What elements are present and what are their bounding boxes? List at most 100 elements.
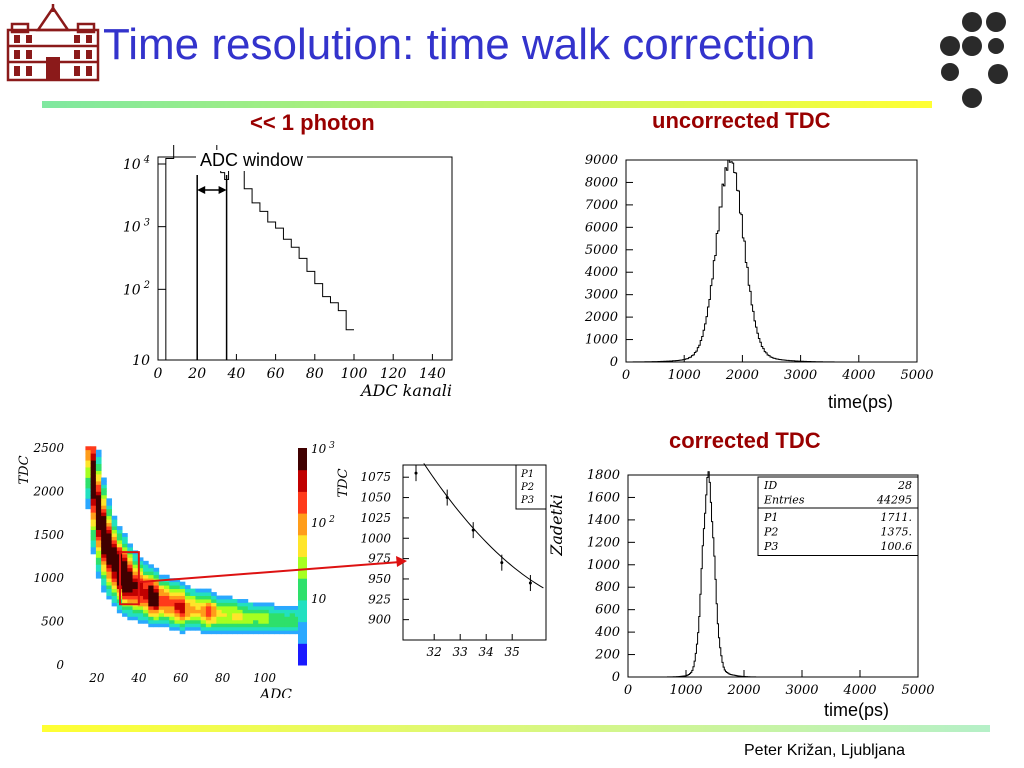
heatmap-cell: [143, 595, 149, 600]
heatmap-cell: [242, 605, 249, 610]
y-tick-label: 2000: [584, 310, 618, 325]
x-tick-label: 2000: [725, 368, 759, 383]
adc-spectrum-chart: 0 20 40 60 80 100 120 140 10 10 2 10 3 10 4 ADC kana…: [123, 145, 453, 400]
heatmap-cell: [122, 585, 128, 590]
heatmap-cell: [179, 599, 186, 603]
heatmap-cell: [95, 550, 102, 555]
heatmap-cell: [205, 623, 212, 628]
heatmap-cell: [289, 616, 296, 621]
heatmap-cell: [179, 595, 186, 600]
y-tick-label: 1400: [587, 513, 620, 528]
y-tick-label: 200: [594, 648, 620, 663]
heatmap-cell: [101, 498, 107, 503]
heatmap-cell: [95, 494, 102, 499]
heatmap-cell: [268, 626, 275, 631]
y-tick-label: 800: [595, 580, 620, 595]
heatmap-cell: [247, 609, 254, 614]
heatmap-cell: [85, 467, 92, 471]
bottom-rule: [42, 725, 990, 732]
heatmap-cell: [164, 574, 170, 579]
heatmap-cell: [127, 571, 133, 576]
heatmap-cell: [148, 595, 154, 600]
heatmap-cell: [242, 599, 249, 603]
heatmap-cell: [106, 550, 113, 555]
heatmap-cell: [111, 543, 118, 548]
y-tick-label: 900: [368, 613, 391, 627]
heatmap-cell: [90, 522, 97, 527]
heatmap-cell: [122, 540, 128, 544]
heatmap-cell: [101, 501, 107, 506]
heatmap-cell: [132, 581, 139, 586]
colorbar-segment: [298, 542, 307, 550]
colorbar-segment: [298, 628, 307, 637]
heatmap-cell: [195, 626, 202, 631]
heatmap-cell: [164, 605, 170, 610]
heatmap-cell: [106, 567, 113, 572]
heatmap-cell: [200, 605, 207, 610]
heatmap-cell: [164, 599, 170, 603]
heatmap-cell: [122, 605, 128, 610]
y-tick-label: 925: [368, 592, 391, 606]
heatmap-cell: [106, 578, 113, 583]
heatmap-cell: [90, 550, 97, 555]
heatmap-cell: [101, 484, 107, 489]
heatmap-cell: [132, 574, 139, 579]
colorbar-segment: [298, 636, 307, 644]
heatmap-cell: [284, 612, 291, 617]
heatmap-cell: [101, 487, 107, 492]
heatmap-cell: [169, 578, 175, 583]
colorbar-segment: [298, 643, 307, 652]
heatmap-cell: [258, 630, 264, 635]
heatmap-cell: [195, 612, 202, 617]
heatmap-cell: [106, 560, 113, 565]
heatmap-cell: [158, 574, 165, 579]
heatmap-cell: [184, 619, 191, 624]
y-tick-label: 1500: [33, 528, 64, 542]
arrow-head-left: [197, 186, 206, 194]
fit-curve: [423, 463, 544, 589]
heatmap-cell: [253, 623, 259, 628]
heatmap-cell: [221, 612, 228, 617]
heatmap-cell: [101, 512, 107, 517]
x-axis-label: ADC kanali: [359, 381, 452, 400]
heatmap-cell: [122, 536, 128, 541]
highlight-box: [119, 551, 140, 606]
colorbar-label: 10 2: [311, 515, 335, 530]
heatmap-cell: [216, 626, 223, 631]
heatmap-cell: [253, 605, 259, 610]
heatmap-cell: [200, 626, 207, 631]
heatmap-cell: [184, 612, 191, 617]
heatmap-cell: [132, 557, 139, 562]
heatmap-cell: [101, 567, 107, 572]
heatmap-cell: [211, 612, 217, 617]
heatmap-cell: [247, 616, 254, 621]
legend-label: P1: [520, 469, 534, 480]
heatmap-cell: [111, 571, 118, 576]
heatmap-cell: [195, 605, 202, 610]
x-tick-label: 0: [154, 366, 163, 382]
stats-value: 1711.: [881, 511, 913, 524]
heatmap-cell: [90, 526, 97, 530]
colorbar-segment: [298, 592, 307, 601]
heatmap-cell: [221, 619, 228, 624]
heatmap-cell: [90, 529, 97, 534]
heatmap-cell: [237, 609, 243, 614]
y-tick-label: 0: [610, 355, 618, 370]
heatmap-cell: [106, 526, 113, 530]
heatmap-cell: [90, 470, 97, 475]
heatmap-cell: [190, 595, 196, 600]
heatmap-cell: [268, 612, 275, 617]
heatmap-cell: [211, 592, 217, 596]
heatmap-cell: [143, 609, 149, 614]
heatmap-cell: [263, 626, 270, 631]
stats-key: Entries: [763, 494, 805, 507]
heatmap-cell: [95, 529, 102, 534]
heatmap-cell: [122, 571, 128, 576]
heatmap-cell: [216, 602, 223, 607]
heatmap-cell: [200, 616, 207, 621]
adc-histogram: [165, 145, 354, 360]
heatmap-cell: [116, 536, 123, 541]
heatmap-cell: [216, 612, 223, 617]
heatmap-cell: [101, 522, 107, 527]
heatmap-cell: [205, 605, 212, 610]
